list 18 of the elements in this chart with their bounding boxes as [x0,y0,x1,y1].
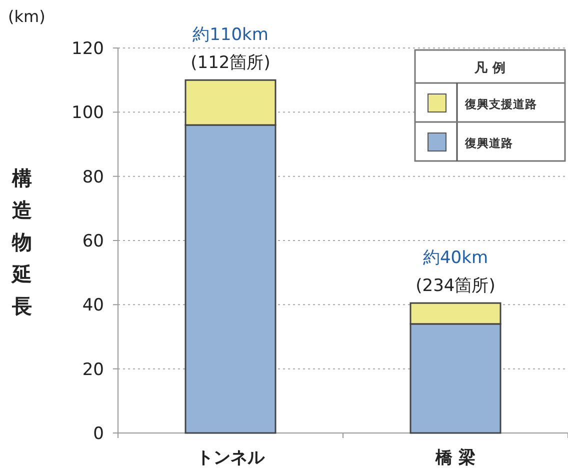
legend-label: 復興支援道路 [464,97,537,111]
y-tick-label: 40 [82,296,104,316]
annotation: (112箇所) [190,53,270,74]
annotation: 約40km [422,248,488,268]
y-axis-title: 構造物延長 [10,166,32,318]
annotation: 約110km [192,25,268,46]
x-tick-label: トンネル [196,448,266,468]
y-tick-label: 120 [72,39,104,59]
y-tick-label: 60 [82,232,104,252]
y-tick-label: 20 [82,360,104,380]
legend-title: 凡 例 [474,61,506,76]
legend-label: 復興道路 [464,136,513,150]
x-tick-label: 橋 梁 [434,448,476,468]
y-tick-label: 100 [72,103,104,124]
y-tick-label: 80 [82,167,104,188]
text: (km) [8,7,46,26]
y-tick-label: 0 [93,424,104,444]
annotation: (234箇所) [416,276,496,296]
